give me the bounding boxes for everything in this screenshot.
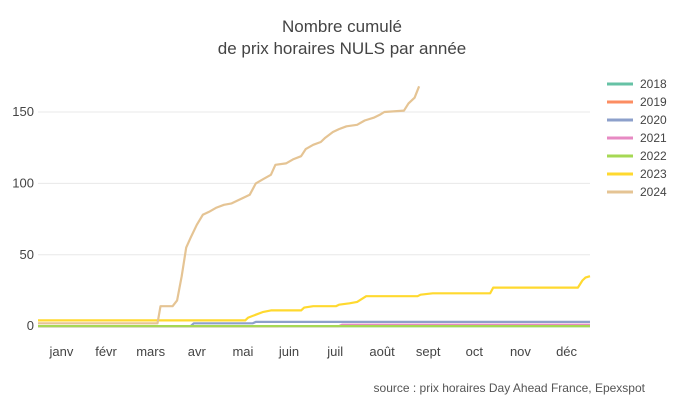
x-tick-label: nov: [510, 344, 531, 359]
legend-label-2018: 2018: [640, 77, 667, 91]
x-tick-label: oct: [466, 344, 484, 359]
legend-label-2024: 2024: [640, 185, 667, 199]
x-tick-label: juil: [326, 344, 343, 359]
legend: 2018 2019 2020 2021 2022 2023 2024: [607, 77, 667, 199]
series-line-2023: [38, 275, 591, 322]
y-tick-label: 0: [27, 318, 34, 333]
x-tick-label: mars: [136, 344, 165, 359]
legend-label-2022: 2022: [640, 149, 667, 163]
series-layer: [38, 85, 591, 328]
source-note: source : prix horaires Day Ahead France,…: [374, 381, 646, 395]
y-tick-label: 150: [12, 104, 34, 119]
y-axis-ticks: 0 50 100 150: [12, 104, 34, 333]
chart-title-line2: de prix horaires NULS par année: [218, 39, 467, 58]
x-tick-label: sept: [416, 344, 441, 359]
legend-label-2021: 2021: [640, 131, 667, 145]
x-tick-label: janv: [49, 344, 74, 359]
legend-label-2020: 2020: [640, 113, 667, 127]
legend-label-2019: 2019: [640, 95, 667, 109]
y-tick-label: 100: [12, 175, 34, 190]
x-tick-label: juin: [278, 344, 299, 359]
chart-title-line1: Nombre cumulé: [282, 17, 402, 36]
x-axis-ticks: janv févr mars avr mai juin juil août sept oct nov…: [49, 344, 578, 359]
x-tick-label: févr: [95, 344, 117, 359]
series-line-2024: [38, 85, 421, 325]
legend-label-2023: 2023: [640, 167, 667, 181]
x-tick-label: août: [369, 344, 395, 359]
x-tick-label: mai: [232, 344, 253, 359]
y-tick-label: 50: [20, 247, 34, 262]
x-tick-label: déc: [556, 344, 577, 359]
x-tick-label: avr: [188, 344, 207, 359]
